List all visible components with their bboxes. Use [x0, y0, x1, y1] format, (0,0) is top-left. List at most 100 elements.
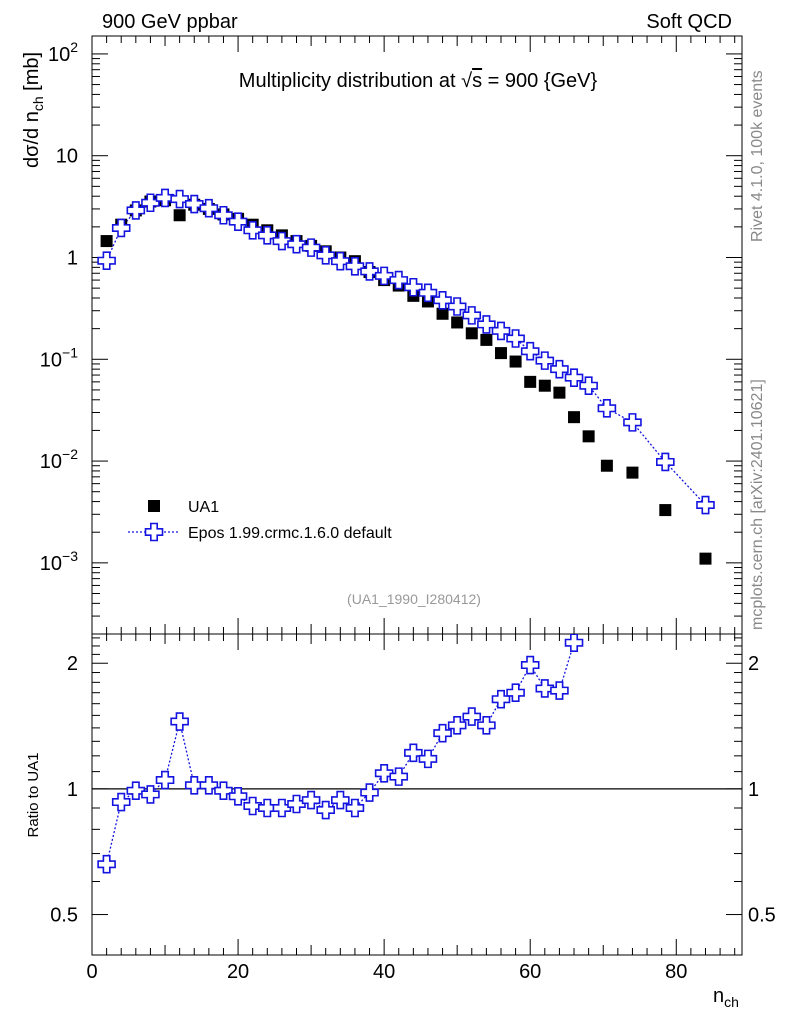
epos-data-point [228, 212, 248, 231]
main-chart-title: Multiplicity distribution at √s = 900 {G… [239, 70, 598, 92]
ratio-data-point [535, 679, 555, 698]
ua1-data-point [100, 235, 113, 248]
epos-data-point [199, 198, 219, 218]
epos-data-point [126, 201, 146, 220]
y-tick-label-main: 10−1 [40, 344, 78, 371]
epos-data-point [462, 306, 482, 325]
title-suffix: = 900 {GeV} [482, 70, 597, 92]
epos-data-point [447, 297, 467, 316]
ratio-data-point [97, 854, 116, 874]
ratio-data-point [433, 723, 452, 743]
legend-cross-shape [144, 522, 164, 542]
x-axis-label: nch [713, 985, 739, 1010]
epos-data-point [360, 262, 379, 281]
epos-data-point [579, 376, 598, 396]
ratio-series-group [97, 634, 584, 874]
x-tick-label: 0 [86, 961, 97, 983]
ratio-data-point [155, 770, 175, 790]
ua1-data-point [480, 333, 493, 346]
ua1-data-point [659, 504, 672, 517]
epos-data-point [331, 251, 350, 271]
epos-data-point [272, 231, 292, 251]
epos-data-point [243, 221, 262, 240]
ratio-data-point [243, 796, 262, 816]
ratio-series-line [105, 642, 575, 865]
ua1-data-point [626, 466, 639, 479]
reference-note: (UA1_1990_I280412) [347, 591, 481, 607]
epos-data-point [184, 194, 204, 214]
epos-data-point [374, 266, 394, 286]
y-tick-label-main: 10−3 [40, 548, 78, 575]
epos-data-point [287, 234, 306, 254]
ua1-data-point [494, 347, 507, 360]
ratio-data-point [564, 634, 584, 652]
epos-data-point [491, 321, 511, 341]
ratio-data-point [301, 790, 321, 810]
ratio-data-point [550, 681, 569, 700]
epos-data-point [111, 218, 131, 238]
ratio-data-point [287, 794, 306, 814]
ratio-data-point [111, 792, 131, 812]
epos-data-point [696, 495, 715, 515]
header-left-label: 900 GeV ppbar [102, 11, 238, 33]
ratio-data-point [477, 716, 496, 735]
side-note-rivet: Rivet 4.1.0, 100k events [749, 70, 766, 242]
ratio-data-point [214, 781, 233, 801]
ratio-data-point [331, 790, 350, 810]
y-tick-label-ratio-left: 1 [67, 779, 78, 801]
epos-data-point [506, 329, 525, 348]
epos-data-point [656, 452, 675, 472]
ylabel-sub: ch [30, 96, 46, 111]
epos-data-point [418, 283, 438, 303]
ylabel-main: dσ/d n [21, 111, 43, 168]
side-note-mcplots: mcplots.cern.ch [arXiv:2401.10621] [749, 379, 766, 630]
epos-series-line [106, 197, 706, 506]
epos-data-point [97, 251, 116, 271]
ratio-data-point [360, 783, 379, 802]
ua1-data-point [553, 386, 566, 399]
ua1-data-point [699, 552, 712, 565]
ratio-y-axis-label: Ratio to UA1 [25, 752, 42, 837]
ratio-data-point [462, 707, 482, 726]
ratio-data-point [418, 749, 438, 769]
epos-data-point [316, 246, 336, 265]
epos-data-point [389, 270, 409, 290]
ratio-data-point [126, 781, 146, 801]
ua1-data-point [465, 327, 478, 340]
epos-data-point [155, 188, 175, 208]
ratio-data-point [228, 786, 248, 806]
title-sqrt: √ [461, 70, 472, 92]
epos-data-point [404, 277, 423, 297]
legend-label-ua1: UA1 [188, 499, 219, 516]
xlabel-main: n [713, 985, 724, 1007]
epos-data-point [345, 256, 365, 276]
ratio-data-point [404, 743, 423, 763]
ratio-data-point [184, 776, 204, 795]
ua1-data-point [524, 375, 537, 388]
y-tick-label-ratio-right: 0.5 [748, 905, 776, 927]
ua1-data-point [600, 459, 613, 472]
ua1-data-point [436, 307, 449, 320]
y-tick-label-main: 1 [67, 247, 78, 269]
y-tick-label-main: 102 [48, 39, 78, 66]
x-tick-label: 60 [519, 961, 541, 983]
ratio-data-point [506, 683, 525, 702]
main-y-axis-label: dσ/d nch [mb] [21, 52, 46, 168]
legend-marker-ua1 [148, 500, 160, 512]
epos-data-point [520, 341, 540, 361]
main-data-marks [97, 188, 715, 565]
ua1-data-point [538, 379, 551, 392]
ratio-panel-frame [91, 633, 743, 956]
epos-data-point [214, 205, 233, 225]
y-tick-label-ratio-left: 2 [67, 653, 78, 675]
epos-data-point [170, 189, 189, 209]
x-tick-label: 80 [665, 961, 687, 983]
ua1-data-point [509, 355, 522, 368]
epos-data-point [535, 351, 555, 370]
ratio-axis-ticks: 2 2 1 1 0.5 0.5 0 20 40 60 80 [50, 634, 776, 983]
epos-data-point [141, 193, 160, 213]
ua1-data-point [568, 411, 581, 424]
title-prefix: Multiplicity distribution at [239, 70, 461, 92]
ratio-data-point [447, 716, 467, 735]
